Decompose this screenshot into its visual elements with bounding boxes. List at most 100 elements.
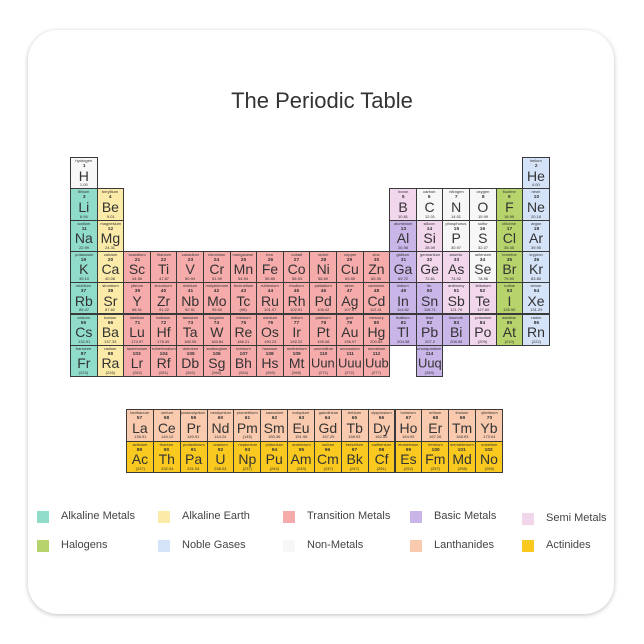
atomic-number-slot: 5 (390, 195, 416, 200)
element-symbol-slot: Y (124, 294, 150, 308)
atomic-mass: 74.92 (451, 276, 462, 282)
element-cell-cf: californium 98 Cf (251) (367, 440, 396, 473)
element-symbol: Bh (234, 355, 252, 372)
legend-label: Lanthanides (434, 539, 494, 551)
atomic-number-slot: 26 (257, 257, 283, 262)
atomic-mass-slot: 15.99 (470, 214, 496, 219)
element-name: phosphorus (445, 221, 467, 226)
atomic-number-slot: 66 (369, 415, 395, 421)
element-name: fermium (428, 442, 443, 447)
element-name-slot: arsenic (443, 252, 469, 257)
element-symbol-slot: Dy (369, 421, 395, 435)
element-symbol-slot: Os (257, 325, 283, 339)
element-cell-al: aluminium 13 Al 26.98 (389, 219, 417, 252)
element-name: unununium (339, 346, 360, 351)
atomic-mass: 144.24 (214, 434, 227, 440)
element-name-slot: carbon (417, 190, 443, 195)
atomic-mass-slot: (145) (234, 435, 260, 440)
atomic-mass: (237) (242, 466, 252, 471)
element-name: holmium (400, 410, 416, 415)
element-symbol: Er (428, 419, 443, 436)
atomic-mass-slot: 28.09 (417, 246, 443, 251)
atomic-mass-slot: (247) (342, 467, 368, 472)
element-symbol: Hs (261, 355, 279, 372)
element-name-slot: osmium (257, 315, 283, 320)
atomic-mass: 79.90 (504, 276, 515, 282)
element-cell-er: erbium 68 Er 167.26 (421, 409, 450, 442)
atomic-number: 96 (325, 446, 331, 452)
atomic-number: 78 (320, 319, 326, 325)
element-name: nobelium (480, 442, 498, 447)
atomic-mass: 151.96 (294, 434, 308, 440)
legend-swatch (37, 539, 49, 552)
element-symbol-slot: At (497, 325, 523, 339)
element-name: erbium (429, 410, 442, 415)
legend-label: Non-Metals (307, 539, 364, 551)
atomic-number: 94 (271, 446, 277, 452)
atomic-mass-slot: (243) (288, 467, 314, 472)
element-cell-ar: argon 18 Ar 39.95 (522, 219, 550, 252)
element-name: tantalum (182, 315, 198, 320)
atomic-number-slot: 101 (449, 447, 475, 452)
atomic-mass: 178.49 (157, 339, 170, 344)
element-symbol: Yb (480, 419, 498, 436)
element-symbol: As (448, 261, 465, 278)
atomic-number-slot: 61 (234, 415, 260, 421)
atomic-number: 6 (428, 194, 431, 200)
atomic-number: 81 (400, 319, 406, 325)
element-cell-cm: curium 96 Cm (247) (313, 440, 342, 473)
atomic-mass-slot: (262) (177, 371, 203, 376)
element-name: gold (346, 315, 354, 320)
element-symbol-slot: La (127, 421, 153, 435)
legend-swatch (158, 539, 170, 552)
element-cell-in: indium 49 In 114.82 (389, 282, 417, 315)
element-cell-lu: lutetium 71 Lu 174.97 (123, 313, 151, 346)
element-symbol: No (480, 451, 498, 467)
atomic-number: 15 (453, 225, 459, 231)
element-symbol-slot: Pa (181, 452, 207, 466)
element-cell-ce: cerium 58 Ce 140.12 (152, 409, 181, 442)
element-name: cesium (77, 315, 91, 320)
element-symbol-slot: U (208, 452, 234, 466)
atomic-mass-slot: (226) (98, 371, 124, 376)
element-symbol-slot: Cm (315, 452, 341, 466)
atomic-mass-slot: (209) (470, 340, 496, 345)
element-symbol-slot: Co (284, 262, 310, 276)
element-symbol-slot: Te (470, 294, 496, 308)
atomic-mass: (252) (403, 466, 414, 471)
element-cell-sb: antimony 51 Sb 121.76 (442, 282, 470, 315)
atomic-mass: 15.99 (477, 214, 488, 219)
element-symbol-slot: Br (497, 262, 523, 276)
element-name-slot: palladium (310, 284, 336, 289)
atomic-mass-slot: 85.47 (71, 308, 97, 313)
atomic-number: 70 (486, 415, 492, 421)
element-name-slot: cerium (154, 411, 180, 416)
atomic-mass-slot: 4.00 (523, 183, 549, 188)
atomic-number-slot: 96 (315, 447, 341, 452)
atomic-number: 35 (506, 256, 513, 263)
atomic-number: 107 (239, 350, 248, 357)
element-cell-b: boron 5 B 10.81 (389, 188, 417, 221)
element-name-slot: silver (337, 284, 363, 289)
atomic-mass: (226) (105, 370, 116, 376)
atomic-number: 53 (506, 288, 513, 294)
element-symbol: Zn (368, 261, 385, 278)
atomic-mass-slot: 178.49 (151, 340, 177, 345)
element-symbol-slot: Mo (204, 294, 230, 308)
element-name-slot: beryllium (98, 190, 124, 195)
atomic-number: 55 (81, 319, 87, 325)
element-name-slot: cadmium (364, 284, 390, 289)
atomic-mass-slot: (98) (231, 308, 257, 313)
element-cell-rb: rubidium 37 Rb 85.47 (70, 282, 98, 315)
atomic-number-slot: 30 (364, 257, 390, 262)
element-cell-bh: bohrium 107 Bh (264) (229, 344, 258, 378)
atomic-mass-slot: 78.96 (470, 277, 496, 282)
atomic-number-slot: 88 (98, 351, 124, 356)
atomic-mass: 91.22 (158, 307, 169, 313)
atomic-number: 33 (453, 256, 459, 263)
atomic-number: 98 (378, 446, 385, 452)
element-symbol-slot: Fe (257, 262, 283, 276)
atomic-mass: 12.01 (424, 214, 435, 219)
element-name-slot: thallium (390, 315, 416, 320)
element-symbol-slot: Li (71, 200, 97, 214)
